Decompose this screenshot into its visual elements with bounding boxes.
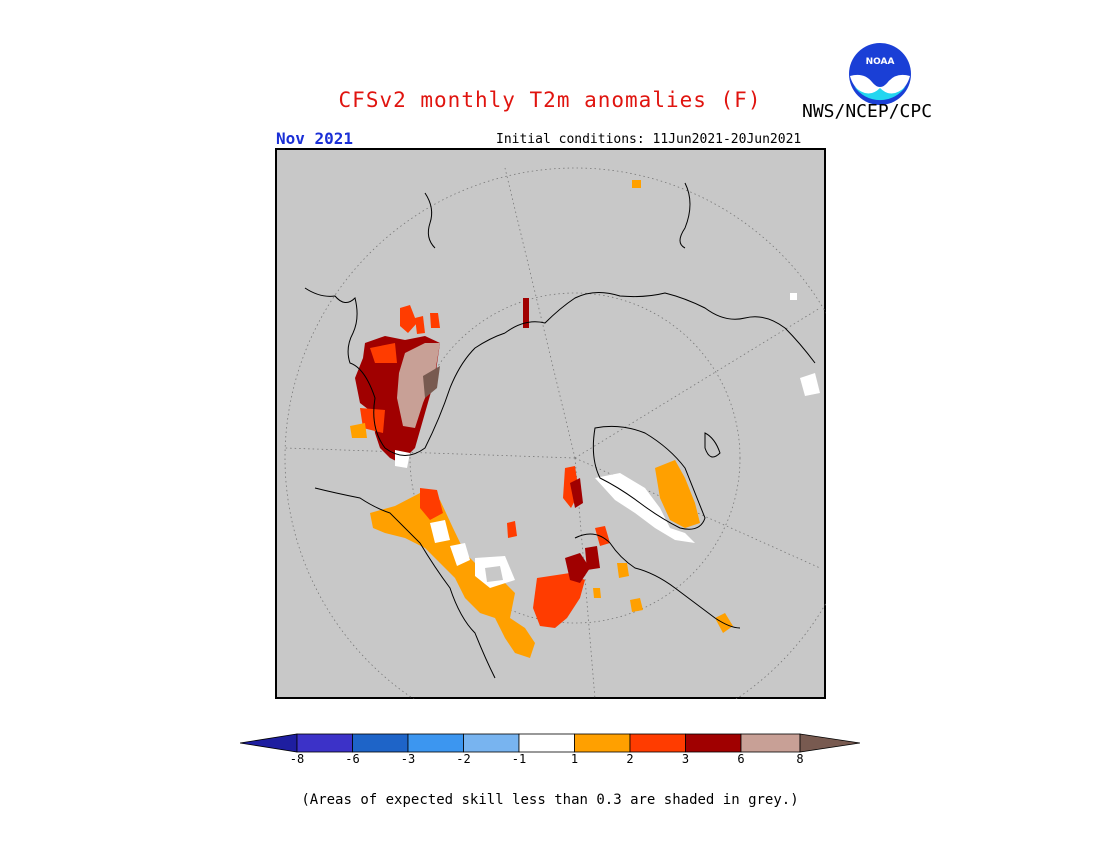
footnote: (Areas of expected skill less than 0.3 a… — [301, 792, 799, 808]
polar-map — [275, 148, 826, 699]
colorbar-segment-6 — [574, 733, 631, 753]
colorbar-segment-8 — [685, 733, 742, 753]
tick-label: -1 — [511, 752, 527, 766]
tick-label: -8 — [289, 752, 305, 766]
noaa-logo: NOAA — [849, 43, 911, 105]
agency-label: NWS/NCEP/CPC — [802, 101, 933, 122]
initial-conditions: Initial conditions: 11Jun2021-20Jun2021 — [496, 132, 802, 147]
tick-label: -6 — [345, 752, 360, 766]
tick-label: -2 — [456, 752, 471, 766]
coastlines — [304, 182, 816, 679]
colorbar-segment-3 — [407, 733, 464, 753]
forecast-month: Nov 2021 — [276, 129, 354, 148]
colorbar-segment-2 — [352, 733, 409, 753]
colorbar-segment-10 — [799, 733, 860, 753]
logo-text: NOAA — [866, 57, 895, 67]
colorbar-segment-5 — [518, 733, 575, 753]
tick-label: 1 — [570, 752, 579, 766]
colorbar-segment-7 — [629, 733, 686, 753]
colorbar — [240, 733, 860, 753]
tick-label: 8 — [796, 752, 804, 766]
graticule — [284, 167, 826, 699]
tick-label: 2 — [626, 752, 634, 766]
colorbar-ticks: -8 -6 -3 -2 -1 1 2 3 6 8 — [240, 752, 860, 768]
page-title: CFSv2 monthly T2m anomalies (F) — [338, 88, 762, 112]
colorbar-segment-0 — [240, 733, 298, 753]
tick-label: 6 — [737, 752, 745, 766]
colorbar-segment-4 — [463, 733, 520, 753]
tick-label: 3 — [681, 752, 690, 766]
tick-label: -3 — [400, 752, 416, 766]
colorbar-segment-1 — [296, 733, 353, 753]
colorbar-segment-9 — [740, 733, 801, 753]
